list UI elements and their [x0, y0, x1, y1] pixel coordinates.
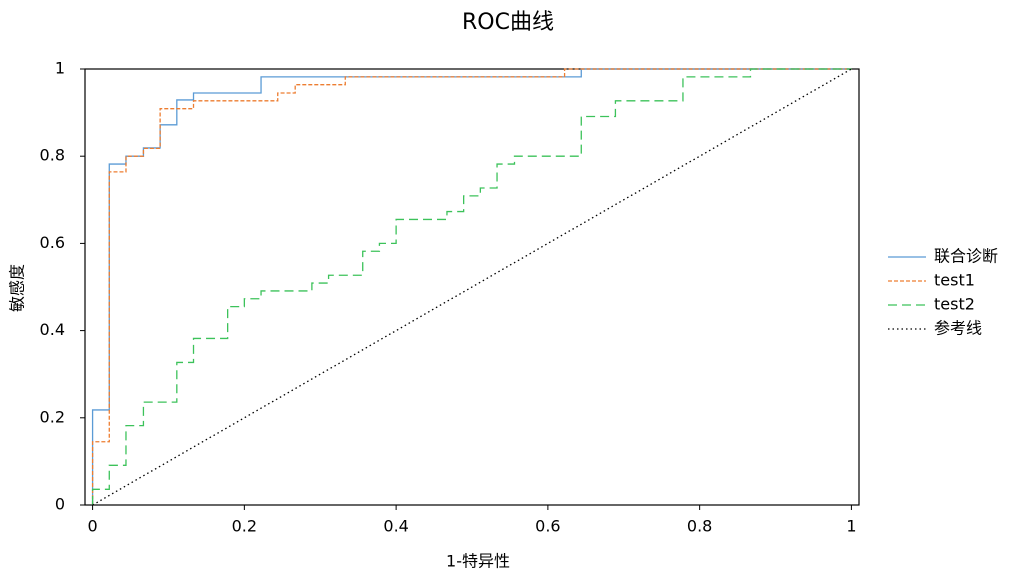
y-tick-label: 0.4: [40, 320, 65, 339]
y-tick-label: 0: [55, 495, 65, 514]
x-tick-label: 0.6: [535, 517, 560, 536]
x-tick-label: 0.8: [687, 517, 712, 536]
y-tick-label: 0.2: [40, 407, 65, 426]
y-tick-label: 0.6: [40, 233, 65, 252]
y-axis-label: 敏感度: [8, 264, 27, 312]
legend-label: 联合诊断: [934, 247, 998, 266]
legend-label: test1: [934, 271, 975, 290]
chart-title: ROC曲线: [462, 10, 554, 35]
plot-frame: [84, 68, 860, 506]
legend-label: 参考线: [934, 319, 982, 338]
x-tick-label: 0: [87, 517, 97, 536]
legend-label: test2: [934, 295, 975, 314]
y-tick-label: 0.8: [40, 146, 65, 165]
x-tick-label: 0.2: [232, 517, 257, 536]
x-tick-label: 0.4: [383, 517, 408, 536]
roc-line: [92, 68, 852, 506]
x-tick-label: 1: [846, 517, 856, 536]
y-tick-label: 1: [55, 59, 65, 78]
roc-line: [91, 68, 852, 505]
x-axis-label: 1-特异性: [446, 552, 510, 571]
roc-line: [91, 68, 852, 505]
